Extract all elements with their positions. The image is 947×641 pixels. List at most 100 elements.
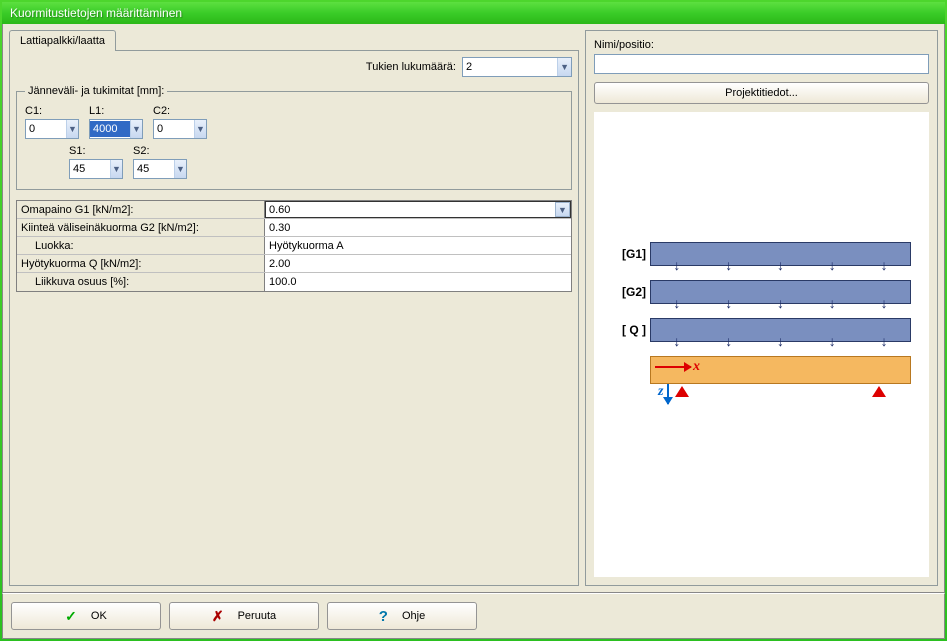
support-triangle-icon <box>872 386 886 397</box>
grid-value-moving[interactable]: 100.0 <box>265 273 571 291</box>
tab-label: Lattiapalkki/laatta <box>20 35 105 47</box>
down-arrow-icon: ↓ <box>777 260 784 270</box>
button-bar: ✓ OK ✗ Peruuta ? Ohje <box>2 593 945 639</box>
ok-button[interactable]: ✓ OK <box>11 602 161 630</box>
chevron-down-icon[interactable]: ▼ <box>130 120 142 138</box>
question-icon: ? <box>379 608 388 625</box>
s2-input[interactable] <box>134 161 174 177</box>
c1-combo[interactable]: ▼ <box>25 119 79 139</box>
x-axis-arrow: x <box>655 359 700 375</box>
s1-combo[interactable]: ▼ <box>69 159 123 179</box>
beam: x <box>650 356 911 384</box>
c2-input[interactable] <box>154 121 194 137</box>
arrow-line-icon <box>667 384 669 404</box>
cancel-label: Peruuta <box>238 610 277 622</box>
l1-combo[interactable]: ▼ <box>89 119 143 139</box>
grid-row-g1[interactable]: Omapaino G1 [kN/m2]: 0.60 ▼ <box>17 201 571 219</box>
help-button[interactable]: ? Ohje <box>327 602 477 630</box>
name-label: Nimi/positio: <box>594 39 929 51</box>
check-icon: ✓ <box>65 608 77 625</box>
s1-input[interactable] <box>70 161 110 177</box>
s2-label: S2: <box>133 145 187 157</box>
c2-group: C2: ▼ <box>153 105 207 139</box>
grid-row-g2[interactable]: Kiinteä väliseinäkuorma G2 [kN/m2]: 0.30 <box>17 219 571 237</box>
c1-label: C1: <box>25 105 79 117</box>
help-label: Ohje <box>402 610 425 622</box>
loads-grid: Omapaino G1 [kN/m2]: 0.60 ▼ Kiinteä väli… <box>16 200 572 292</box>
right-group: Nimi/positio: Projektitiedot... [G1] ↓ ↓… <box>585 30 938 586</box>
cross-icon: ✗ <box>212 608 224 625</box>
right-panel: Nimi/positio: Projektitiedot... [G1] ↓ ↓… <box>585 30 938 586</box>
down-arrow-icon: ↓ <box>777 298 784 308</box>
grid-value-g1[interactable]: 0.60 ▼ <box>265 201 571 218</box>
grid-value-q[interactable]: 2.00 <box>265 255 571 272</box>
c2-label: C2: <box>153 105 207 117</box>
c1-input[interactable] <box>26 121 66 137</box>
diagram-area: [G1] ↓ ↓ ↓ ↓ ↓ [G2] ↓ ↓ <box>594 112 929 577</box>
chevron-down-icon[interactable]: ▼ <box>194 120 206 138</box>
grid-value-class[interactable]: Hyötykuorma A <box>265 237 571 254</box>
grid-row-q[interactable]: Hyötykuorma Q [kN/m2]: 2.00 <box>17 255 571 273</box>
grid-row-class[interactable]: Luokka: Hyötykuorma A <box>17 237 571 255</box>
down-arrow-icon: ↓ <box>881 298 888 308</box>
grid-value-g1-text: 0.60 <box>269 204 290 216</box>
grid-row-moving[interactable]: Liikkuva osuus [%]: 100.0 <box>17 273 571 291</box>
load-rect-g2: ↓ ↓ ↓ ↓ ↓ <box>650 280 911 304</box>
down-arrow-icon: ↓ <box>673 298 680 308</box>
chevron-down-icon[interactable]: ▼ <box>174 160 186 178</box>
down-arrow-icon: ↓ <box>881 336 888 346</box>
window-title: Kuormitustietojen määrittäminen <box>10 6 182 20</box>
project-info-button[interactable]: Projektitiedot... <box>594 82 929 104</box>
down-arrow-icon: ↓ <box>673 336 680 346</box>
load-label-g2: [G2] <box>612 285 650 299</box>
dialog-window: Kuormitustietojen määrittäminen Lattiapa… <box>2 2 945 639</box>
supports-count-combo[interactable]: ▼ <box>462 57 572 77</box>
name-input[interactable] <box>594 54 929 74</box>
c1-group: C1: ▼ <box>25 105 79 139</box>
tab-panel: Tukien lukumäärä: ▼ Jänneväli- ja tukimi… <box>9 50 579 586</box>
down-arrow-icon: ↓ <box>673 260 680 270</box>
chevron-down-icon[interactable]: ▼ <box>557 58 571 76</box>
tab-strip: Lattiapalkki/laatta <box>9 30 579 51</box>
grid-label-g1: Omapaino G1 [kN/m2]: <box>17 201 265 218</box>
s1-label: S1: <box>69 145 123 157</box>
supports-row: Tukien lukumäärä: ▼ <box>16 57 572 77</box>
down-arrow-icon: ↓ <box>725 336 732 346</box>
grid-value-g2[interactable]: 0.30 <box>265 219 571 236</box>
load-bar-g1: [G1] ↓ ↓ ↓ ↓ ↓ <box>612 242 911 266</box>
load-bar-g2: [G2] ↓ ↓ ↓ ↓ ↓ <box>612 280 911 304</box>
tab-lattiapalkki[interactable]: Lattiapalkki/laatta <box>9 30 116 51</box>
cancel-button[interactable]: ✗ Peruuta <box>169 602 319 630</box>
chevron-down-icon[interactable]: ▼ <box>66 120 78 138</box>
down-arrow-icon: ↓ <box>725 298 732 308</box>
c2-combo[interactable]: ▼ <box>153 119 207 139</box>
s2-combo[interactable]: ▼ <box>133 159 187 179</box>
s2-group: S2: ▼ <box>133 145 187 179</box>
load-bar-q: [ Q ] ↓ ↓ ↓ ↓ ↓ <box>612 318 911 342</box>
support-triangle-icon <box>675 386 689 397</box>
chevron-down-icon[interactable]: ▼ <box>110 160 122 178</box>
project-info-label: Projektitiedot... <box>725 87 798 99</box>
load-label-g1: [G1] <box>612 247 650 261</box>
arrow-line-icon <box>655 366 691 368</box>
content-area: Lattiapalkki/laatta Tukien lukumäärä: ▼ … <box>2 24 945 593</box>
supports <box>651 386 910 397</box>
l1-input[interactable] <box>90 121 130 137</box>
grid-label-g2: Kiinteä väliseinäkuorma G2 [kN/m2]: <box>17 219 265 236</box>
left-panel: Lattiapalkki/laatta Tukien lukumäärä: ▼ … <box>9 30 579 586</box>
ok-label: OK <box>91 610 107 622</box>
down-arrow-icon: ↓ <box>829 336 836 346</box>
down-arrow-icon: ↓ <box>829 298 836 308</box>
span-fieldset: Jänneväli- ja tukimitat [mm]: C1: ▼ L1: <box>16 85 572 190</box>
l1-label: L1: <box>89 105 143 117</box>
load-rect-g1: ↓ ↓ ↓ ↓ ↓ <box>650 242 911 266</box>
load-label-q: [ Q ] <box>612 323 650 337</box>
supports-count-label: Tukien lukumäärä: <box>366 61 456 73</box>
beam-row: x z <box>612 356 911 384</box>
supports-count-input[interactable] <box>463 59 557 75</box>
s1-group: S1: ▼ <box>69 145 123 179</box>
span-legend: Jänneväli- ja tukimitat [mm]: <box>25 85 167 97</box>
down-arrow-icon: ↓ <box>881 260 888 270</box>
chevron-down-icon[interactable]: ▼ <box>555 202 570 217</box>
grid-label-q: Hyötykuorma Q [kN/m2]: <box>17 255 265 272</box>
